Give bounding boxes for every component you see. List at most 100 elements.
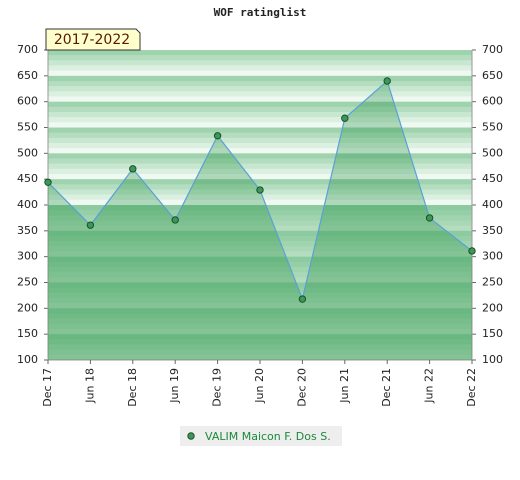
data-point xyxy=(383,77,391,85)
background-band xyxy=(48,65,472,71)
background-band xyxy=(48,329,472,335)
background-band xyxy=(48,215,472,221)
background-band xyxy=(48,267,472,273)
y2-tick-label: 600 xyxy=(482,95,503,108)
background-band xyxy=(48,143,472,149)
background-band xyxy=(48,277,472,283)
background-band xyxy=(48,50,472,56)
y-tick-label: 250 xyxy=(17,276,38,289)
y2-tick-label: 500 xyxy=(482,146,503,159)
background-band xyxy=(48,220,472,226)
y-tick-label: 650 xyxy=(17,69,38,82)
background-band xyxy=(48,210,472,216)
y2-tick-label: 350 xyxy=(482,224,503,237)
annotation-box xyxy=(45,28,141,51)
data-point xyxy=(129,165,137,173)
x-tick-label: Jun 21 xyxy=(338,368,351,404)
y-tick-label: 200 xyxy=(17,301,38,314)
y2-tick-label: 150 xyxy=(482,327,503,340)
background-band xyxy=(48,194,472,201)
background-band xyxy=(48,241,472,247)
background-band xyxy=(48,60,472,66)
y-tick-label: 700 xyxy=(17,43,38,56)
background-band xyxy=(48,287,472,294)
background-band xyxy=(48,230,472,237)
background-band xyxy=(48,334,472,340)
x-tick-label: Jun 19 xyxy=(168,368,181,404)
data-point xyxy=(425,214,434,222)
legend-label: VALIM Maicon F. Dos S. xyxy=(205,430,331,443)
background-band xyxy=(48,246,472,252)
background-band xyxy=(48,303,472,309)
x-tick-label: Jun 22 xyxy=(423,368,436,404)
y-tick-label: 100 xyxy=(17,353,38,366)
background-band xyxy=(48,256,472,263)
background-band xyxy=(48,251,472,257)
background-band xyxy=(48,174,472,180)
background-band xyxy=(48,122,472,128)
y-tick-label: 600 xyxy=(17,95,38,108)
y2-tick-label: 300 xyxy=(482,250,503,263)
background-band xyxy=(48,205,472,211)
data-point xyxy=(44,178,52,186)
background-band xyxy=(48,81,472,87)
background-band xyxy=(48,298,472,304)
background-band xyxy=(48,101,472,108)
y-tick-label: 150 xyxy=(17,327,38,340)
chart-title: WOF ratinglist xyxy=(214,6,307,19)
background-band xyxy=(48,86,472,92)
background-band xyxy=(48,318,472,325)
background-band xyxy=(48,199,472,206)
x-tick-label: Dec 20 xyxy=(295,368,308,407)
y2-tick-label: 100 xyxy=(482,353,503,366)
data-point xyxy=(298,295,307,303)
background-band xyxy=(48,225,472,232)
area-fill xyxy=(48,81,472,360)
background-band xyxy=(48,292,472,299)
y2-tick-label: 250 xyxy=(482,276,503,289)
y2-tick-label: 400 xyxy=(482,198,503,211)
y2-tick-label: 700 xyxy=(482,43,503,56)
background-band xyxy=(48,148,472,154)
background-band xyxy=(48,261,472,268)
background-band xyxy=(48,168,472,175)
legend-marker xyxy=(187,432,195,440)
background-band xyxy=(48,96,472,102)
background-band xyxy=(48,117,472,123)
data-point xyxy=(468,247,476,255)
data-point xyxy=(86,221,95,229)
background-band xyxy=(48,137,472,144)
background-band xyxy=(48,272,472,278)
y-tick-label: 550 xyxy=(17,121,38,134)
data-point xyxy=(341,114,349,122)
y2-tick-label: 450 xyxy=(482,172,503,185)
background-band xyxy=(48,179,472,185)
x-tick-label: Dec 17 xyxy=(41,368,54,407)
y-tick-label: 300 xyxy=(17,250,38,263)
background-band xyxy=(48,158,472,164)
data-point xyxy=(256,186,264,194)
background-band xyxy=(48,349,472,356)
background-band xyxy=(48,236,472,242)
x-tick-label: Jun 20 xyxy=(253,368,266,404)
background-band xyxy=(48,163,472,170)
background-band xyxy=(48,91,472,97)
annotation: 2017-2022 xyxy=(54,32,130,48)
data-point xyxy=(213,132,222,140)
x-tick-label: Dec 21 xyxy=(380,368,393,407)
background-band xyxy=(48,75,472,82)
background-band xyxy=(48,354,472,361)
background-band xyxy=(48,153,472,159)
background-band xyxy=(48,313,472,319)
data-point xyxy=(171,216,179,224)
background-band xyxy=(48,344,472,350)
background-band xyxy=(48,132,472,139)
background-band xyxy=(48,106,472,113)
x-tick-label: Dec 19 xyxy=(211,368,224,407)
background-band xyxy=(48,323,472,330)
legend-box xyxy=(180,426,342,446)
background-band xyxy=(48,282,472,288)
y-tick-label: 400 xyxy=(17,198,38,211)
background-band xyxy=(48,127,472,133)
y-tick-label: 500 xyxy=(17,146,38,159)
